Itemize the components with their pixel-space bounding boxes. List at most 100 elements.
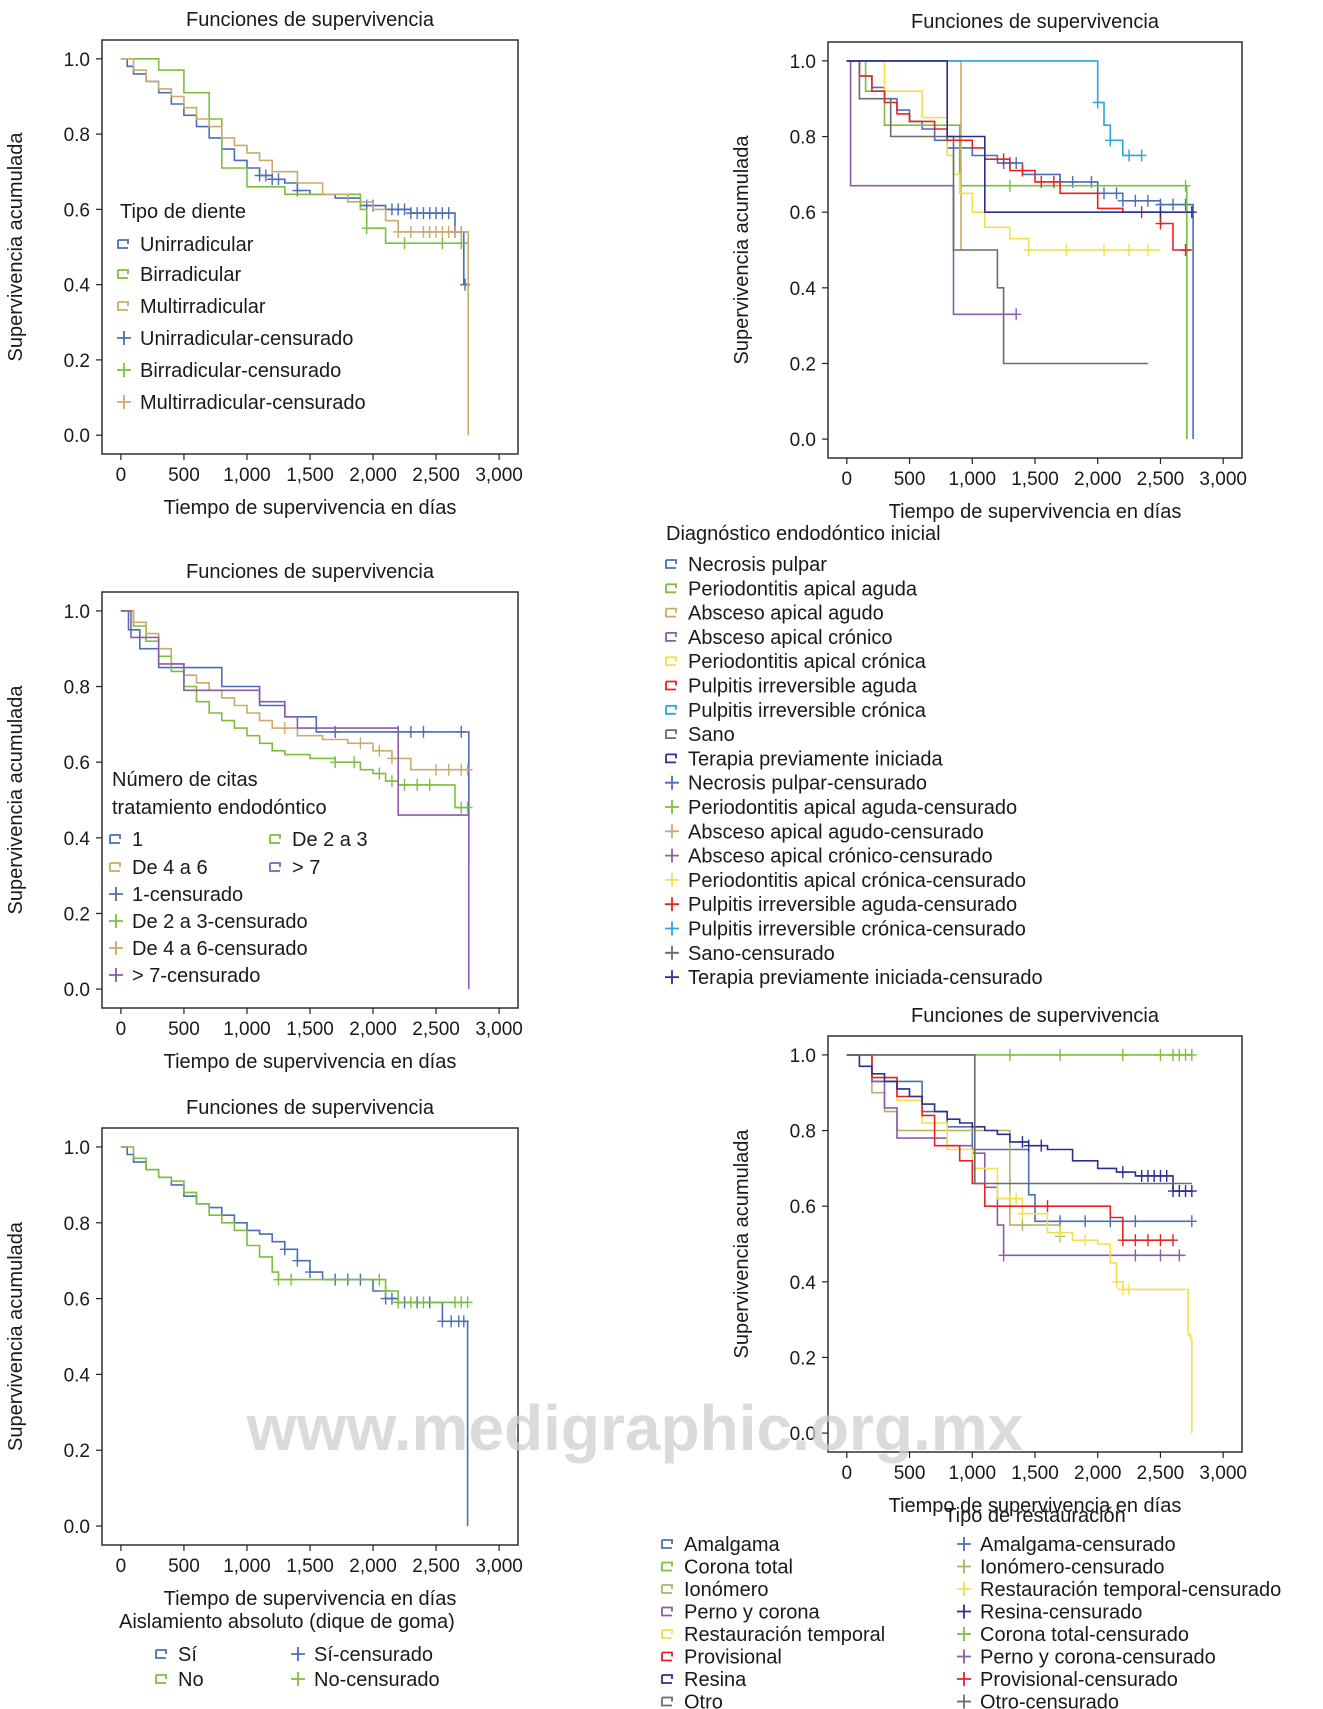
censor-mark-si — [458, 1315, 469, 1328]
legend-line-swatch — [665, 753, 677, 764]
legend-line-swatch — [117, 239, 129, 249]
legend-label: Multirradicular-censurado — [140, 392, 366, 414]
legend-censor-swatch — [291, 1672, 305, 1686]
censor-mark-resina — [1186, 1185, 1197, 1198]
chart-title: Funciones de supervivencia — [186, 561, 435, 583]
censor-mark-necrosis-pulpar — [1180, 198, 1191, 211]
chart-title: Funciones de supervivencia — [911, 11, 1160, 33]
censor-mark-corona-total — [1155, 1048, 1166, 1061]
x-tick-label: 2,000 — [349, 1556, 397, 1577]
legend-line-swatch — [155, 1674, 167, 1684]
censor-mark-pulpitis-irreversible-aguda — [1048, 175, 1059, 188]
legend-label: Birradicular-censurado — [140, 360, 341, 382]
legend-censor-swatch — [957, 1694, 971, 1709]
censor-mark-amalgama — [1080, 1215, 1091, 1228]
y-tick-label: 0.0 — [790, 430, 816, 451]
legend-label: Absceso apical crónico — [688, 627, 893, 649]
censor-mark-de-4-a-6 — [431, 763, 442, 776]
legend-label: Absceso apical agudo-censurado — [688, 821, 984, 843]
legend-label: Pulpitis irreversible crónica-censurado — [688, 919, 1026, 941]
censor-mark-de-2-a-3 — [386, 775, 397, 788]
censor-mark-pulpitis-irreversible-aguda — [1155, 217, 1166, 230]
censor-mark-necrosis-pulpar — [1111, 187, 1122, 200]
legend-label: Periodontitis apical aguda — [688, 578, 918, 600]
censor-mark-unirradicular — [399, 203, 410, 216]
x-tick-label: 2,500 — [412, 465, 460, 486]
legend-label: Sí — [178, 1644, 197, 1666]
legend-line-swatch — [109, 834, 121, 844]
y-tick-label: 0.6 — [790, 1197, 816, 1218]
y-tick-label: 1.0 — [64, 602, 90, 623]
censor-mark-restauracion-temporal — [1111, 1275, 1122, 1288]
legend-line-swatch — [665, 632, 677, 642]
legend-censor-swatch — [109, 968, 123, 982]
x-tick-label: 2,500 — [1137, 1463, 1185, 1484]
y-axis-label: Supervivencia acumulada — [731, 1129, 753, 1359]
censor-mark-necrosis-pulpar — [1117, 194, 1128, 207]
x-axis-label: Tiempo de supervivencia en días — [889, 501, 1182, 523]
legend-line-swatch — [661, 1584, 673, 1594]
series-line-pulpitis-irreversible-cronica — [846, 60, 1142, 157]
legend-label: Amalgama — [684, 1534, 780, 1556]
y-tick-label: 0.8 — [64, 678, 90, 699]
legend-label: Sano-censurado — [688, 943, 835, 965]
x-axis-label: Tiempo de supervivencia en días — [889, 1495, 1182, 1517]
chart-p2: Funciones de supervivencia 0 500 1,000 1,500… — [665, 11, 1247, 989]
censor-mark-birradicular — [399, 237, 410, 250]
censor-mark-restauracion-temporal — [1055, 1226, 1066, 1239]
y-tick-label: 0.0 — [64, 1517, 90, 1538]
chart-p3: Funciones de supervivencia 0 500 1,000 1,500… — [5, 561, 523, 1073]
censor-mark-no — [374, 1273, 385, 1286]
legend-censor-swatch — [957, 1672, 971, 1686]
legend-label: 1-censurado — [132, 884, 243, 906]
censor-mark-resina — [1117, 1166, 1128, 1179]
censor-mark-periodontitis-apical-cronica — [1023, 244, 1034, 256]
y-tick-label: 0.0 — [64, 980, 90, 1001]
y-axis-label: Supervivencia acumulada — [5, 685, 27, 915]
series-line-resina — [846, 1054, 1192, 1192]
censor-mark-si — [292, 1254, 303, 1267]
chart-p1: Funciones de supervivencia 0 500 1,000 1,500… — [5, 9, 523, 519]
legend-censor-swatch — [665, 775, 679, 790]
legend-label: > 7-censurado — [132, 965, 260, 987]
censor-mark-necrosis-pulpar — [1099, 187, 1109, 200]
legend-line-swatch — [665, 607, 677, 618]
legend-label: Sí-censurado — [314, 1644, 433, 1666]
legend-line-swatch — [661, 1674, 673, 1684]
legend-title: tratamiento endodóntico — [112, 797, 327, 819]
censor-mark-corona-total — [1055, 1048, 1066, 1061]
legend-label: Multirradicular — [140, 296, 266, 318]
censor-mark-necrosis-pulpar — [1130, 194, 1141, 207]
chart-p4: Funciones de supervivencia 0 500 1,000 1,500… — [5, 1097, 523, 1691]
x-tick-label: 1,000 — [223, 465, 271, 486]
legend-label: Otro-censurado — [980, 1692, 1119, 1709]
censor-mark-de-4-a-6 — [355, 737, 366, 750]
x-tick-label: 1,000 — [223, 1556, 271, 1577]
legend-line-swatch — [665, 656, 677, 667]
legend-line-swatch — [269, 834, 281, 844]
legend-censor-swatch — [957, 1627, 971, 1641]
legend-label: Perno y corona — [684, 1602, 821, 1624]
x-tick-label: 3,000 — [475, 1556, 523, 1577]
legend-line-swatch — [665, 559, 677, 569]
censor-mark-provisional — [1155, 1234, 1166, 1247]
x-tick-label: 3,000 — [475, 1019, 523, 1040]
censor-mark-resina — [1036, 1139, 1047, 1152]
censor-mark-no — [405, 1296, 416, 1309]
legend-label: Pulpitis irreversible aguda — [688, 676, 918, 698]
censor-mark-birradicular — [456, 237, 467, 250]
x-tick-label: 0 — [116, 465, 127, 486]
legend-line-swatch — [117, 301, 129, 311]
legend-line-swatch — [661, 1629, 673, 1639]
y-tick-label: 0.4 — [64, 1365, 91, 1386]
x-tick-label: 2,000 — [1074, 469, 1122, 490]
censor-mark-perno-y-corona — [1174, 1249, 1185, 1262]
censor-mark-perno-y-corona — [1130, 1249, 1141, 1262]
censor-mark-1 — [405, 725, 416, 738]
series-line-absceso-apical-agudo — [846, 60, 962, 250]
censor-mark-de-2-a-3 — [330, 756, 341, 769]
legend-label: 1 — [132, 829, 143, 851]
series-line-de-4-a-6 — [120, 610, 468, 771]
legend-censor-swatch — [957, 1604, 971, 1619]
series-line-no — [120, 1146, 468, 1304]
